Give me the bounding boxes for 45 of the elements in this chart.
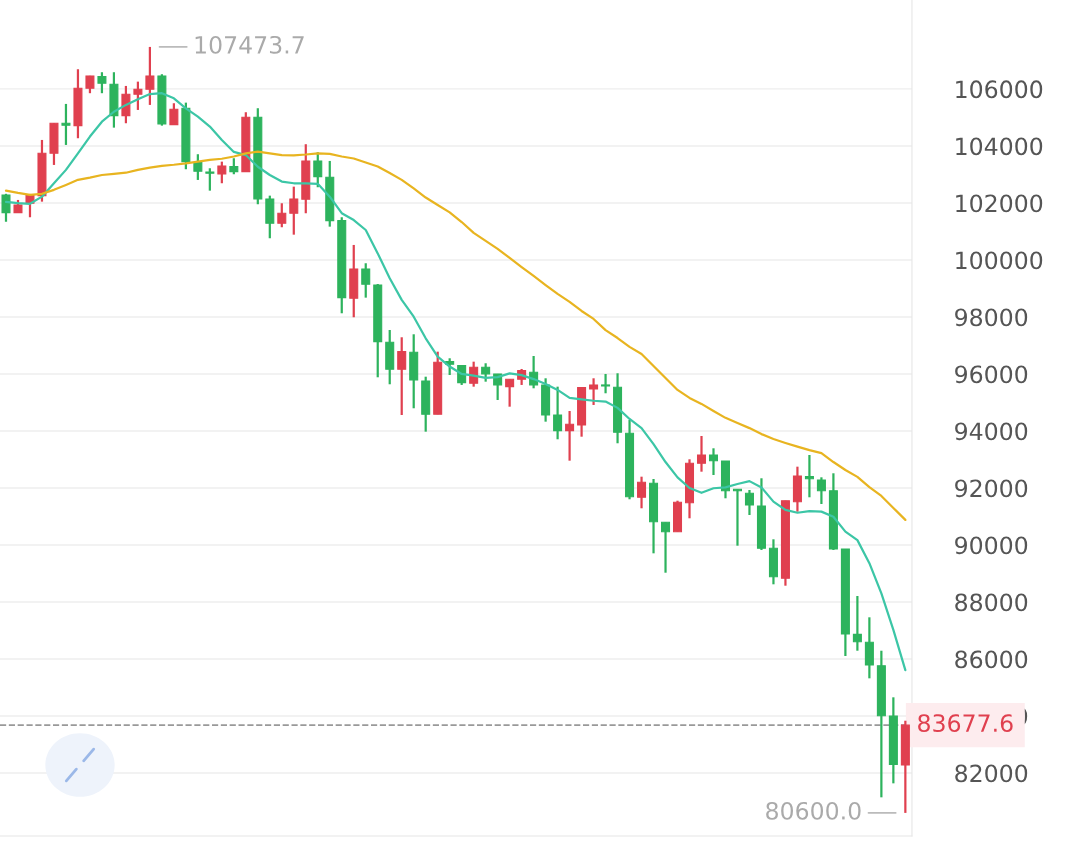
ref-line-label: 83677.6	[918, 714, 1013, 733]
y-tick-label: 98000	[955, 308, 1028, 327]
y-tick-label: 104000	[956, 137, 1043, 156]
candlestick	[277, 202, 287, 229]
line-series	[4, 150, 907, 521]
y-tick-label: 100000	[956, 251, 1043, 270]
candlestick	[565, 409, 575, 462]
candlestick	[121, 84, 131, 125]
candlestick	[708, 447, 719, 477]
y-tick-label: 92000	[955, 479, 1028, 498]
candlestick	[133, 80, 143, 112]
candlestick	[481, 362, 491, 383]
y-tick-label: 96000	[955, 365, 1028, 384]
y-tick-label: 94000	[955, 422, 1028, 441]
candlestick	[169, 102, 179, 126]
candlestick	[289, 185, 299, 236]
candlestick	[397, 336, 407, 417]
candlestick	[589, 377, 599, 407]
candlestick	[205, 167, 215, 192]
y-tick-label: 106000	[956, 80, 1043, 99]
candlestick	[313, 151, 323, 189]
y-tick-label: 88000	[955, 593, 1028, 612]
y-tick-label: 82000	[955, 764, 1028, 783]
candlestick	[852, 594, 862, 652]
candlestick	[145, 45, 155, 107]
candlestick	[816, 476, 826, 506]
candlestick	[637, 475, 647, 510]
candlestick	[61, 102, 71, 147]
annotation: 107473.7	[195, 35, 304, 54]
y-tick-label: 86000	[955, 650, 1028, 669]
candlestick	[193, 153, 203, 182]
candlestick	[696, 434, 707, 473]
candlestick	[661, 521, 671, 574]
candlestick	[361, 262, 371, 299]
candlestick	[804, 453, 814, 499]
y-tick-label: 90000	[955, 536, 1028, 555]
candlestick	[97, 71, 107, 95]
candlestick	[505, 378, 515, 408]
candlestick	[601, 372, 611, 395]
y-tick-label: 102000	[956, 194, 1043, 213]
candlestick	[553, 385, 563, 441]
candlestick	[864, 616, 874, 680]
candlestick	[217, 160, 227, 185]
annotation: 80600.0	[766, 801, 861, 820]
candlestick	[744, 488, 754, 517]
